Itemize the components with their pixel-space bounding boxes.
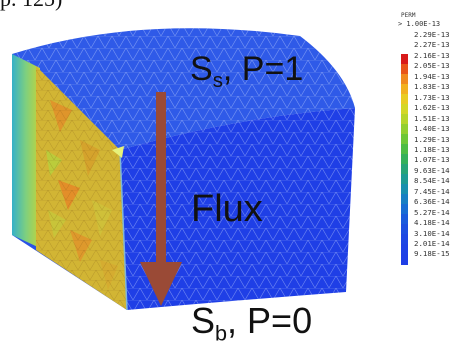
legend-color-swatch xyxy=(401,164,408,175)
legend-color-swatch xyxy=(401,214,408,225)
bottom-label-subscript: b xyxy=(215,320,228,346)
legend-tick-label: 2.27E-13 xyxy=(414,40,450,50)
legend-over-value: > 1.00E-13 xyxy=(398,20,441,28)
legend-tick-label: 9.18E-15 xyxy=(414,249,450,259)
legend-color-swatch xyxy=(401,254,408,265)
flux-label: Flux xyxy=(191,188,263,230)
legend-tick-label: 2.05E-13 xyxy=(414,61,450,71)
legend-color-swatch xyxy=(401,84,408,95)
legend-tick-label: 9.63E-14 xyxy=(414,165,450,175)
legend-color-swatch xyxy=(401,224,408,235)
page-top-text: p. 125) xyxy=(0,0,62,12)
legend-tick-label: 1.29E-13 xyxy=(414,134,450,144)
legend-color-swatch xyxy=(401,124,408,135)
legend-color-swatch xyxy=(401,144,408,155)
legend-color-swatch xyxy=(401,104,408,115)
legend-tick-label: 1.51E-13 xyxy=(414,113,450,123)
top-label-subscript: s xyxy=(212,70,223,93)
legend-tick-label: 1.40E-13 xyxy=(414,124,450,134)
legend-color-swatch xyxy=(401,94,408,105)
legend-color-swatch xyxy=(401,64,408,75)
top-label-s: S xyxy=(190,50,213,88)
legend-color-swatch xyxy=(401,174,408,185)
legend-color-swatch xyxy=(401,234,408,245)
legend-color-swatch xyxy=(401,114,408,125)
top-boundary-label: Ss, P=1 xyxy=(190,50,304,93)
legend-tick-label: 2.29E-13 xyxy=(414,30,450,39)
bottom-label-pressure: , P=0 xyxy=(227,300,313,341)
mesh-edge xyxy=(119,149,128,311)
legend-title: PERM xyxy=(401,12,416,19)
legend-tick-label: 1.62E-13 xyxy=(414,103,450,113)
legend-tick-label: 4.18E-14 xyxy=(414,218,450,228)
legend-color-bar xyxy=(401,54,408,265)
page-top-fragment: p. 125) xyxy=(0,0,473,22)
mesh-hot-core-overlay xyxy=(36,66,127,310)
legend-tick-label: 1.07E-13 xyxy=(414,155,450,165)
legend-color-swatch xyxy=(401,204,408,215)
top-label-pressure: , P=1 xyxy=(222,50,304,88)
legend-color-swatch xyxy=(401,74,408,85)
legend-color-swatch xyxy=(401,54,408,65)
legend-color-swatch xyxy=(401,154,408,165)
mesh-top-face-overlay xyxy=(12,28,355,150)
legend-color-swatch xyxy=(401,184,408,195)
legend-tick-label: 1.83E-13 xyxy=(414,82,450,92)
mesh-side-gradient xyxy=(12,54,40,248)
legend-tick-label: 1.18E-13 xyxy=(414,144,450,154)
mesh-edge-spot xyxy=(112,146,124,158)
legend-tick-label: 5.27E-14 xyxy=(414,207,450,217)
bottom-label-s: S xyxy=(191,300,216,341)
legend-tick-label: 1.73E-13 xyxy=(414,92,450,102)
legend-tick-label: 7.45E-14 xyxy=(414,186,450,196)
legend-tick-label: 6.36E-14 xyxy=(414,197,450,207)
flux-arrow xyxy=(140,92,182,306)
legend-tick-label: 3.10E-14 xyxy=(414,228,450,238)
mesh-curved-face-overlay xyxy=(120,108,355,310)
perm-legend: PERM > 1.00E-13 2.29E-13 2.27E-13 2.16E-13… xyxy=(395,12,473,265)
legend-color-swatch xyxy=(401,134,408,145)
legend-tick-label: 2.01E-14 xyxy=(414,239,450,248)
mesh-quarter-cylinder xyxy=(12,28,355,311)
legend-tick-label: 2.16E-13 xyxy=(414,50,450,60)
legend-tick-label: 1.94E-13 xyxy=(414,71,450,81)
legend-color-swatch xyxy=(401,244,408,255)
legend-color-swatch xyxy=(401,194,408,205)
legend-tick-label: 8.54E-14 xyxy=(414,176,450,186)
bottom-boundary-label: Sb, P=0 xyxy=(191,300,313,344)
